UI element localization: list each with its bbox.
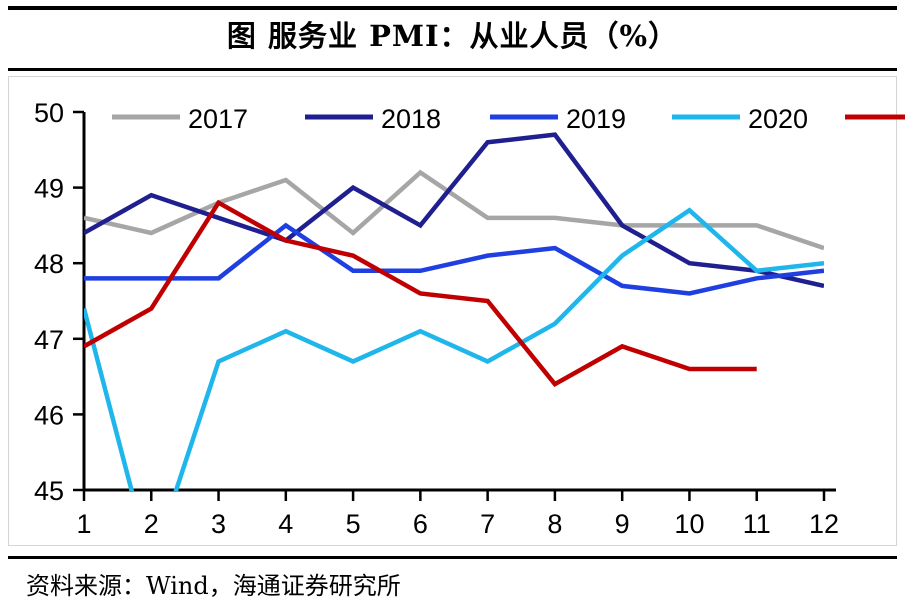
y-tick-label: 48 (34, 249, 64, 279)
source-note: 资料来源：Wind，海通证券研究所 (26, 572, 401, 600)
legend-item-2020[interactable]: 2020 (672, 104, 808, 134)
legend-label-2018: 2018 (381, 104, 441, 134)
series-line-2018 (84, 132, 824, 289)
legend-item-2021[interactable]: 2021 (845, 104, 905, 134)
x-tick-label: 3 (211, 509, 226, 539)
legend-item-2019[interactable]: 2019 (490, 104, 626, 134)
y-tick-label: 50 (34, 98, 64, 128)
x-tick-label: 7 (480, 509, 495, 539)
y-tick-label: 49 (34, 174, 64, 204)
y-tick-label: 45 (34, 476, 64, 506)
chart-legend: 2017 2018 2019 2020 2021 (112, 104, 905, 134)
x-tick-label: 2 (144, 509, 159, 539)
x-tick-label: 1 (76, 509, 91, 539)
x-tick-label: 9 (615, 509, 630, 539)
x-tick-label: 11 (743, 509, 771, 539)
x-tick-label: 12 (809, 509, 839, 539)
chart-series-layer (84, 132, 824, 492)
title-divider (8, 68, 897, 71)
series-line-2019 (84, 222, 824, 296)
x-tick-label: 6 (413, 509, 428, 539)
top-divider (8, 6, 897, 10)
legend-item-2018[interactable]: 2018 (305, 104, 441, 134)
x-tick-label: 4 (278, 509, 293, 539)
legend-label-2017: 2017 (188, 104, 248, 134)
y-tick-label: 47 (34, 325, 64, 355)
chart-title: 图 服务业 PMI：从业人员（%） (226, 19, 679, 53)
legend-item-2017[interactable]: 2017 (112, 104, 248, 134)
x-tick-label: 5 (346, 509, 361, 539)
legend-label-2019: 2019 (566, 104, 626, 134)
x-tick-label: 8 (547, 509, 562, 539)
x-tick-label: 10 (674, 509, 704, 539)
plot-area-border (8, 76, 897, 546)
y-tick-label: 46 (34, 400, 64, 430)
bottom-divider (8, 556, 897, 559)
series-line-2021 (84, 199, 757, 388)
legend-label-2020: 2020 (748, 104, 808, 134)
series-line-2020 (84, 207, 824, 492)
series-line-2017 (84, 169, 824, 251)
